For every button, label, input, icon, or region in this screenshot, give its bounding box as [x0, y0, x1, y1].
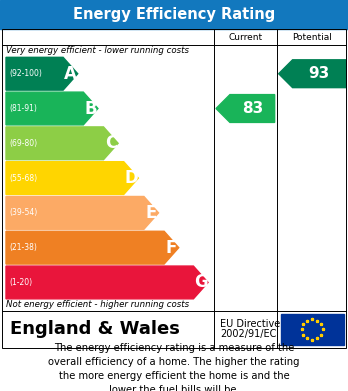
Bar [280, 314, 344, 345]
Text: Potential: Potential [292, 33, 332, 42]
Text: E: E [145, 204, 157, 222]
Text: (69-80): (69-80) [9, 139, 37, 148]
Polygon shape [6, 197, 159, 229]
Bar [0, 0, 348, 29]
Text: F: F [166, 239, 177, 256]
Text: B: B [84, 99, 97, 118]
Text: The energy efficiency rating is a measure of the
overall efficiency of a home. T: The energy efficiency rating is a measur… [48, 344, 300, 391]
Text: EU Directive: EU Directive [220, 319, 280, 329]
Polygon shape [216, 95, 275, 122]
Polygon shape [6, 266, 208, 299]
Polygon shape [6, 92, 98, 125]
Polygon shape [6, 162, 138, 194]
Text: (55-68): (55-68) [9, 174, 37, 183]
Text: Not energy efficient - higher running costs: Not energy efficient - higher running co… [6, 300, 189, 309]
Polygon shape [6, 127, 118, 160]
Text: (1-20): (1-20) [9, 278, 32, 287]
Text: England & Wales: England & Wales [10, 320, 180, 339]
Text: D: D [124, 169, 138, 187]
Text: (21-38): (21-38) [9, 243, 37, 252]
Text: 2002/91/EC: 2002/91/EC [220, 329, 276, 339]
Polygon shape [6, 57, 78, 90]
Text: 83: 83 [242, 101, 263, 116]
Text: C: C [105, 134, 117, 152]
Text: 93: 93 [309, 66, 330, 81]
Text: A: A [64, 65, 77, 83]
Bar [2, 29, 346, 348]
Polygon shape [6, 231, 179, 264]
Text: Energy Efficiency Rating: Energy Efficiency Rating [73, 7, 275, 22]
Text: Current: Current [228, 33, 262, 42]
Text: G: G [194, 273, 208, 291]
Polygon shape [279, 60, 346, 88]
Text: (39-54): (39-54) [9, 208, 37, 217]
Text: Very energy efficient - lower running costs: Very energy efficient - lower running co… [6, 46, 189, 55]
Text: (81-91): (81-91) [9, 104, 37, 113]
Text: (92-100): (92-100) [9, 69, 42, 78]
